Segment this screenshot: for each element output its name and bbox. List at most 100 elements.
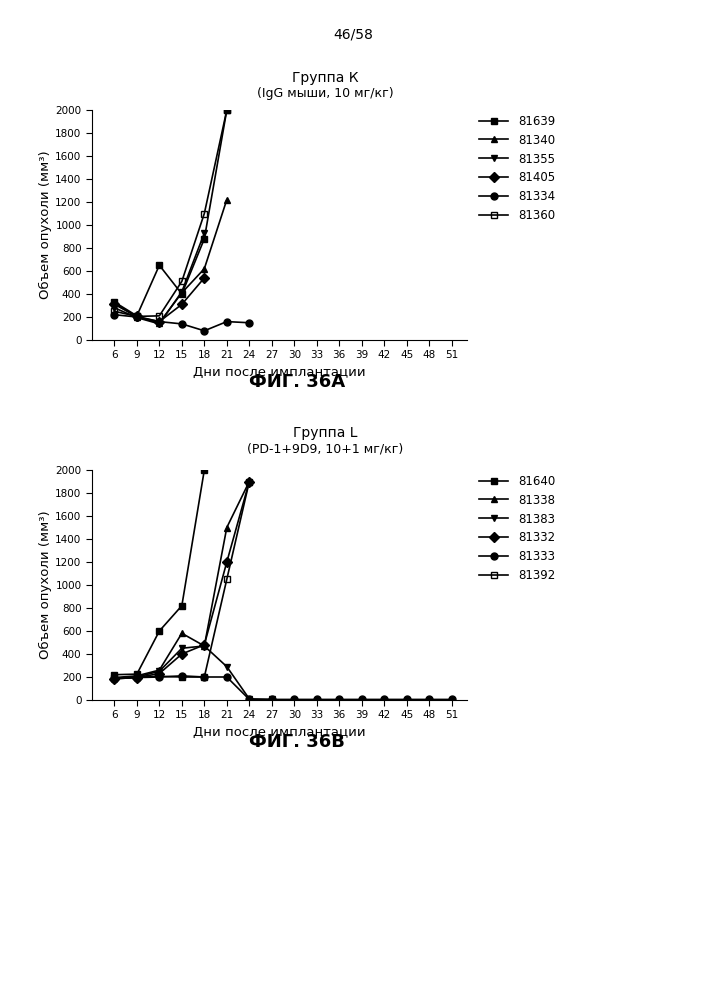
- 81383: [110, 673, 119, 685]
- Line: 81355: 81355: [111, 230, 208, 327]
- 81334: [177, 318, 186, 330]
- Text: 46/58: 46/58: [334, 28, 373, 42]
- 81360: [223, 104, 231, 116]
- 81333: [177, 670, 186, 682]
- Legend: 81640, 81338, 81383, 81332, 81333, 81392: 81640, 81338, 81383, 81332, 81333, 81392: [474, 470, 560, 587]
- 81340: [200, 263, 209, 275]
- 81355: [200, 227, 209, 239]
- 81360: [133, 310, 141, 322]
- 81334: [223, 316, 231, 328]
- 81333: [110, 673, 119, 685]
- 81338: [110, 672, 119, 684]
- Line: 81332: 81332: [111, 478, 253, 682]
- 81340: [177, 287, 186, 299]
- Line: 81360: 81360: [111, 107, 230, 320]
- Text: (IgG мыши, 10 мг/кг): (IgG мыши, 10 мг/кг): [257, 87, 394, 100]
- 81392: [110, 672, 119, 684]
- Line: 81383: 81383: [111, 642, 275, 703]
- 81340: [223, 194, 231, 206]
- 81383: [133, 671, 141, 683]
- 81640: [155, 625, 163, 637]
- 81333: [223, 671, 231, 683]
- 81383: [177, 642, 186, 654]
- 81334: [133, 311, 141, 323]
- Text: Группа L: Группа L: [293, 426, 358, 440]
- 81640: [133, 668, 141, 680]
- 81360: [155, 310, 163, 322]
- 81340: [133, 311, 141, 323]
- Line: 81334: 81334: [111, 311, 253, 334]
- Y-axis label: Объем опухоли (мм³): Объем опухоли (мм³): [40, 511, 52, 659]
- 81334: [245, 317, 254, 329]
- 81333: [290, 693, 298, 705]
- 81333: [402, 693, 411, 705]
- Line: 81405: 81405: [111, 274, 208, 325]
- 81405: [177, 298, 186, 310]
- Text: ФИГ. 36B: ФИГ. 36B: [249, 733, 345, 751]
- X-axis label: Дни после имплантации: Дни после имплантации: [193, 366, 366, 379]
- 81333: [267, 693, 276, 705]
- 81392: [177, 671, 186, 683]
- 81639: [155, 259, 163, 271]
- 81360: [110, 305, 119, 317]
- 81332: [133, 672, 141, 684]
- 81405: [200, 272, 209, 284]
- 81383: [267, 693, 276, 705]
- 81355: [133, 312, 141, 324]
- Text: Группа К: Группа К: [292, 71, 358, 85]
- 81333: [245, 693, 254, 705]
- Line: 81333: 81333: [111, 672, 455, 703]
- Line: 81640: 81640: [111, 467, 208, 678]
- 81383: [200, 640, 209, 652]
- Line: 81639: 81639: [111, 107, 230, 319]
- 81405: [133, 310, 141, 322]
- Text: ФИГ. 36A: ФИГ. 36A: [249, 373, 345, 391]
- 81355: [155, 318, 163, 330]
- 81392: [245, 476, 254, 488]
- 81640: [200, 464, 209, 476]
- 81338: [177, 627, 186, 639]
- 81340: [110, 297, 119, 309]
- 81332: [155, 668, 163, 680]
- Line: 81338: 81338: [111, 478, 253, 681]
- 81338: [223, 522, 231, 534]
- 81333: [200, 671, 209, 683]
- 81639: [177, 288, 186, 300]
- 81338: [245, 476, 254, 488]
- 81639: [223, 104, 231, 116]
- 81639: [133, 310, 141, 322]
- 81334: [110, 309, 119, 321]
- 81640: [177, 600, 186, 612]
- 81334: [200, 325, 209, 337]
- 81333: [425, 693, 433, 705]
- 81639: [200, 233, 209, 245]
- Line: 81392: 81392: [111, 478, 253, 682]
- X-axis label: Дни после имплантации: Дни после имплантации: [193, 726, 366, 739]
- 81332: [200, 639, 209, 651]
- 81392: [200, 671, 209, 683]
- 81338: [200, 640, 209, 652]
- 81383: [223, 661, 231, 673]
- 81355: [177, 286, 186, 298]
- 81639: [110, 296, 119, 308]
- 81355: [110, 302, 119, 314]
- 81333: [133, 672, 141, 684]
- Text: (PD-1+9D9, 10+1 мг/кг): (PD-1+9D9, 10+1 мг/кг): [247, 442, 404, 455]
- 81392: [133, 671, 141, 683]
- 81333: [335, 693, 344, 705]
- 81360: [200, 208, 209, 220]
- 81405: [155, 316, 163, 328]
- 81333: [448, 693, 456, 705]
- 81332: [110, 673, 119, 685]
- 81405: [110, 298, 119, 310]
- 81383: [245, 693, 254, 705]
- 81333: [312, 693, 321, 705]
- 81392: [223, 573, 231, 585]
- 81392: [155, 670, 163, 682]
- 81340: [155, 317, 163, 329]
- 81333: [358, 693, 366, 705]
- 81383: [155, 665, 163, 677]
- Legend: 81639, 81340, 81355, 81405, 81334, 81360: 81639, 81340, 81355, 81405, 81334, 81360: [474, 110, 560, 227]
- 81338: [133, 670, 141, 682]
- 81333: [380, 693, 388, 705]
